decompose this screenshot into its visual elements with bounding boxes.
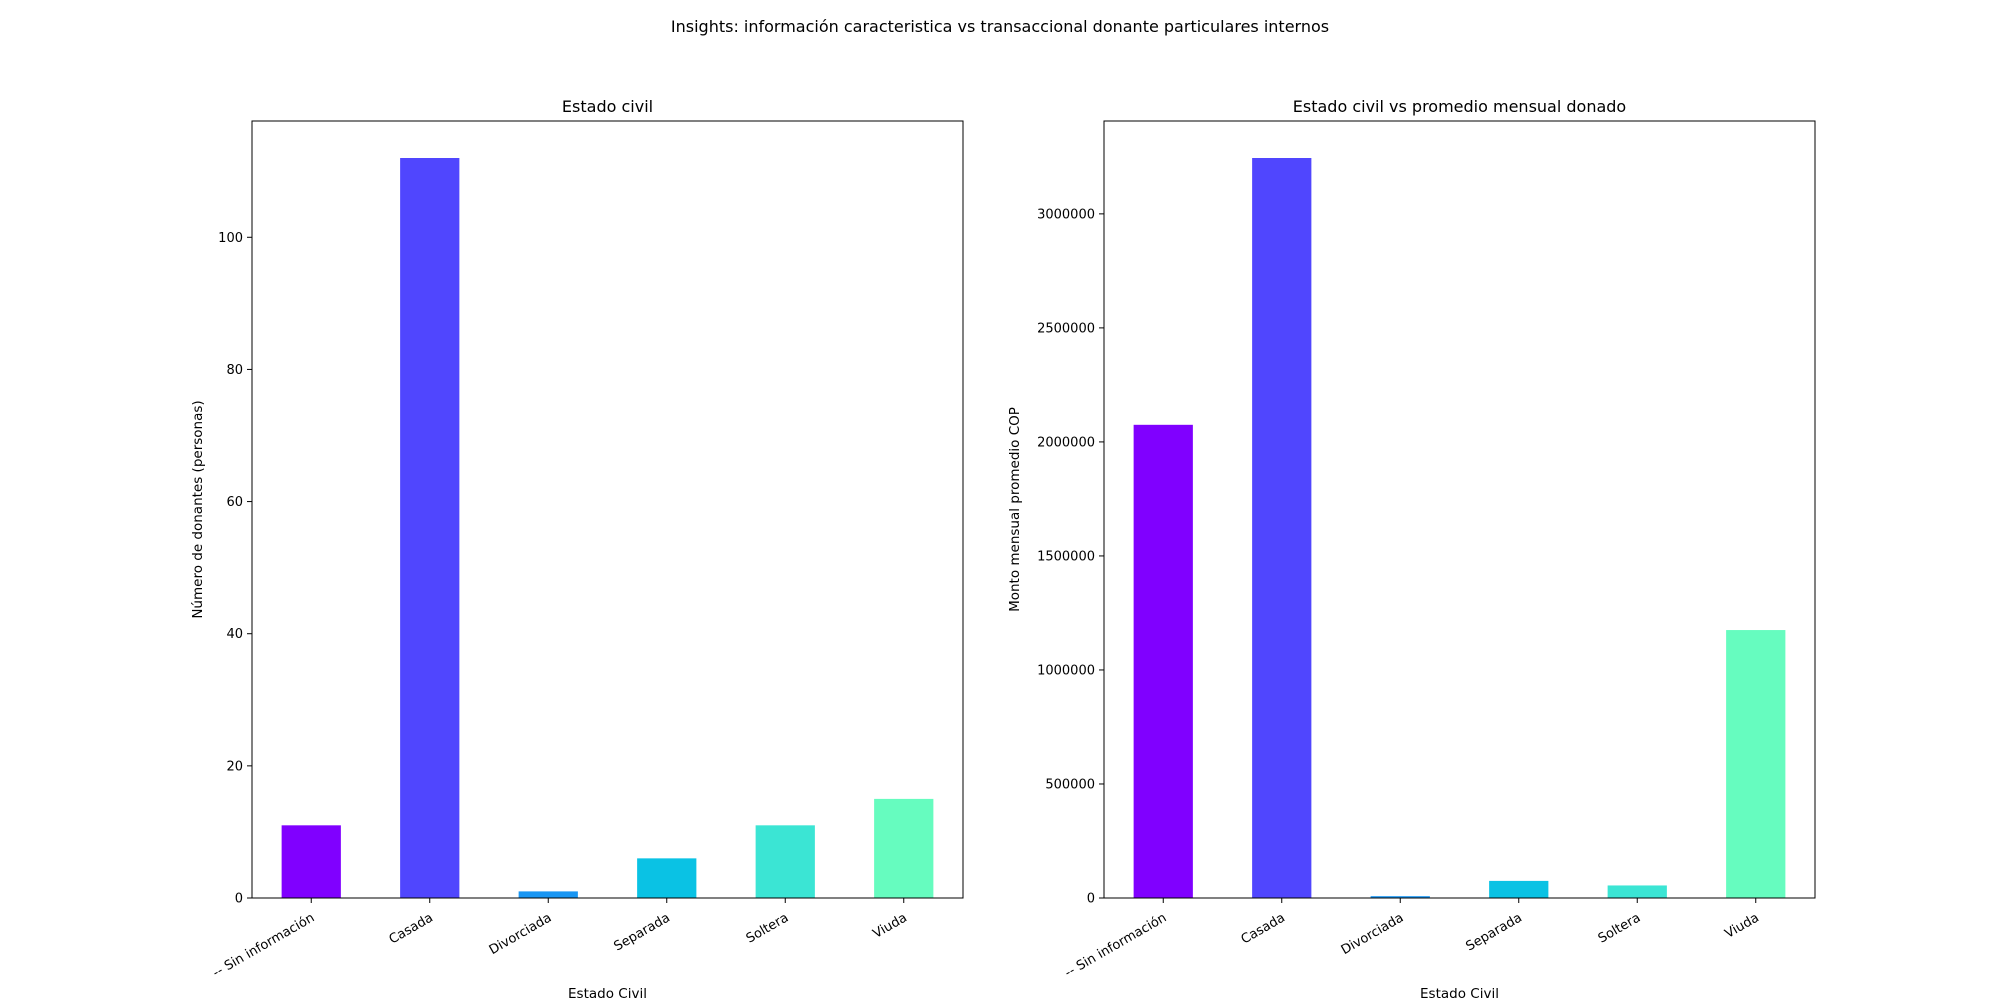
y-tick-label: 2500000 — [1037, 321, 1095, 336]
bar-2 — [400, 158, 460, 898]
bar-3 — [1370, 896, 1430, 898]
axes-frame — [251, 120, 964, 899]
y-tick-label: 3000000 — [1037, 207, 1095, 222]
x-tick-label: Separada — [612, 910, 673, 954]
x-tick-label: Soltera — [744, 910, 792, 946]
figure-title: Insights: información caracteristica vs … — [670, 17, 1330, 36]
figure-title-wrap: Insights: información caracteristica vs … — [0, 17, 2000, 36]
bar-4 — [637, 858, 697, 898]
x-tick-label: Casada — [387, 910, 436, 947]
bar-3 — [518, 891, 578, 898]
axes-frame — [1103, 120, 1816, 899]
y-tick-label: 100 — [218, 231, 243, 246]
bar-4 — [1489, 880, 1549, 898]
y-tick-label: 80 — [226, 363, 243, 378]
y-tick-label: 1000000 — [1037, 663, 1095, 678]
y-tick-label: 20 — [226, 759, 243, 774]
y-tick-label: 40 — [226, 627, 243, 642]
y-tick-label: 60 — [226, 495, 243, 510]
bar-6 — [1726, 630, 1786, 898]
chart-2: -- Sin información Casada Divorciada Separa… — [1007, 97, 1816, 1000]
x-axis-label: Estado Civil — [568, 986, 647, 1000]
y-tick-label: 500000 — [1045, 777, 1095, 792]
x-tick-label: -- Sin información — [210, 910, 317, 980]
x-tick-label: Casada — [1239, 910, 1288, 947]
bar-6 — [874, 798, 934, 898]
x-tick-label: Soltera — [1596, 910, 1644, 946]
x-tick-label: -- Sin información — [1062, 910, 1169, 980]
bar-5 — [755, 825, 815, 898]
chart-title: Estado civil — [562, 97, 653, 116]
y-tick-label: 0 — [1087, 892, 1095, 907]
x-tick-label: Separada — [1464, 910, 1525, 954]
x-tick-label: Viuda — [870, 910, 909, 941]
bar-1 — [1133, 424, 1193, 898]
y-tick-label: 0 — [235, 892, 243, 907]
x-tick-label: Divorciada — [487, 910, 554, 958]
chart-1: -- Sin información Casada Divorciada Separa… — [190, 97, 964, 1000]
y-axis-label: Monto mensual promedio COP — [1007, 407, 1023, 612]
x-tick-label: Divorciada — [1339, 910, 1406, 958]
x-axis-label: Estado Civil — [1420, 986, 1499, 1000]
bar-2 — [1252, 158, 1312, 898]
bar-5 — [1607, 885, 1667, 898]
y-tick-label: 2000000 — [1037, 435, 1095, 450]
x-tick-label: Viuda — [1722, 910, 1761, 941]
bar-1 — [281, 825, 341, 898]
y-axis-label: Número de donantes (personas) — [190, 400, 206, 618]
y-tick-label: 1500000 — [1037, 549, 1095, 564]
chart-title: Estado civil vs promedio mensual donado — [1293, 97, 1626, 116]
